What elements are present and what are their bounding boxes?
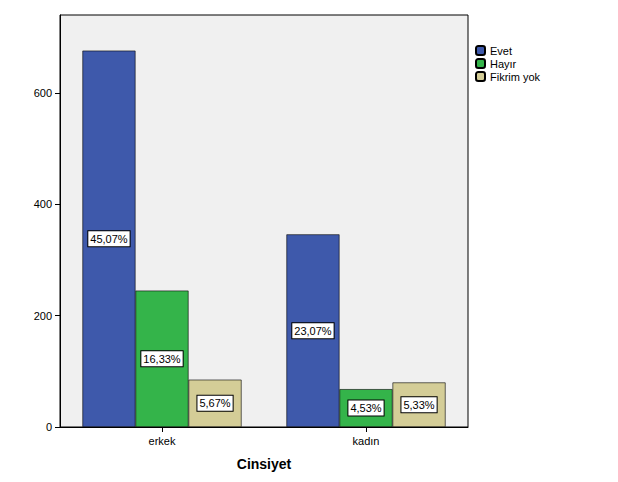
svg-text:23,07%: 23,07% [294,325,332,337]
svg-text:0: 0 [46,421,52,433]
svg-text:erkek: erkek [149,435,176,447]
svg-text:400: 400 [34,198,52,210]
svg-text:200: 200 [34,310,52,322]
svg-text:Fikrim yok: Fikrim yok [490,71,541,83]
svg-text:Evet: Evet [490,45,512,57]
svg-text:16,33%: 16,33% [143,353,181,365]
svg-text:kadın: kadın [353,435,380,447]
svg-text:5,33%: 5,33% [403,399,434,411]
svg-text:Hayır: Hayır [490,58,517,70]
svg-text:5,67%: 5,67% [199,397,230,409]
svg-text:Cinsiyet: Cinsiyet [237,456,292,472]
svg-text:600: 600 [34,87,52,99]
svg-text:45,07%: 45,07% [90,233,128,245]
svg-text:4,53%: 4,53% [350,402,381,414]
